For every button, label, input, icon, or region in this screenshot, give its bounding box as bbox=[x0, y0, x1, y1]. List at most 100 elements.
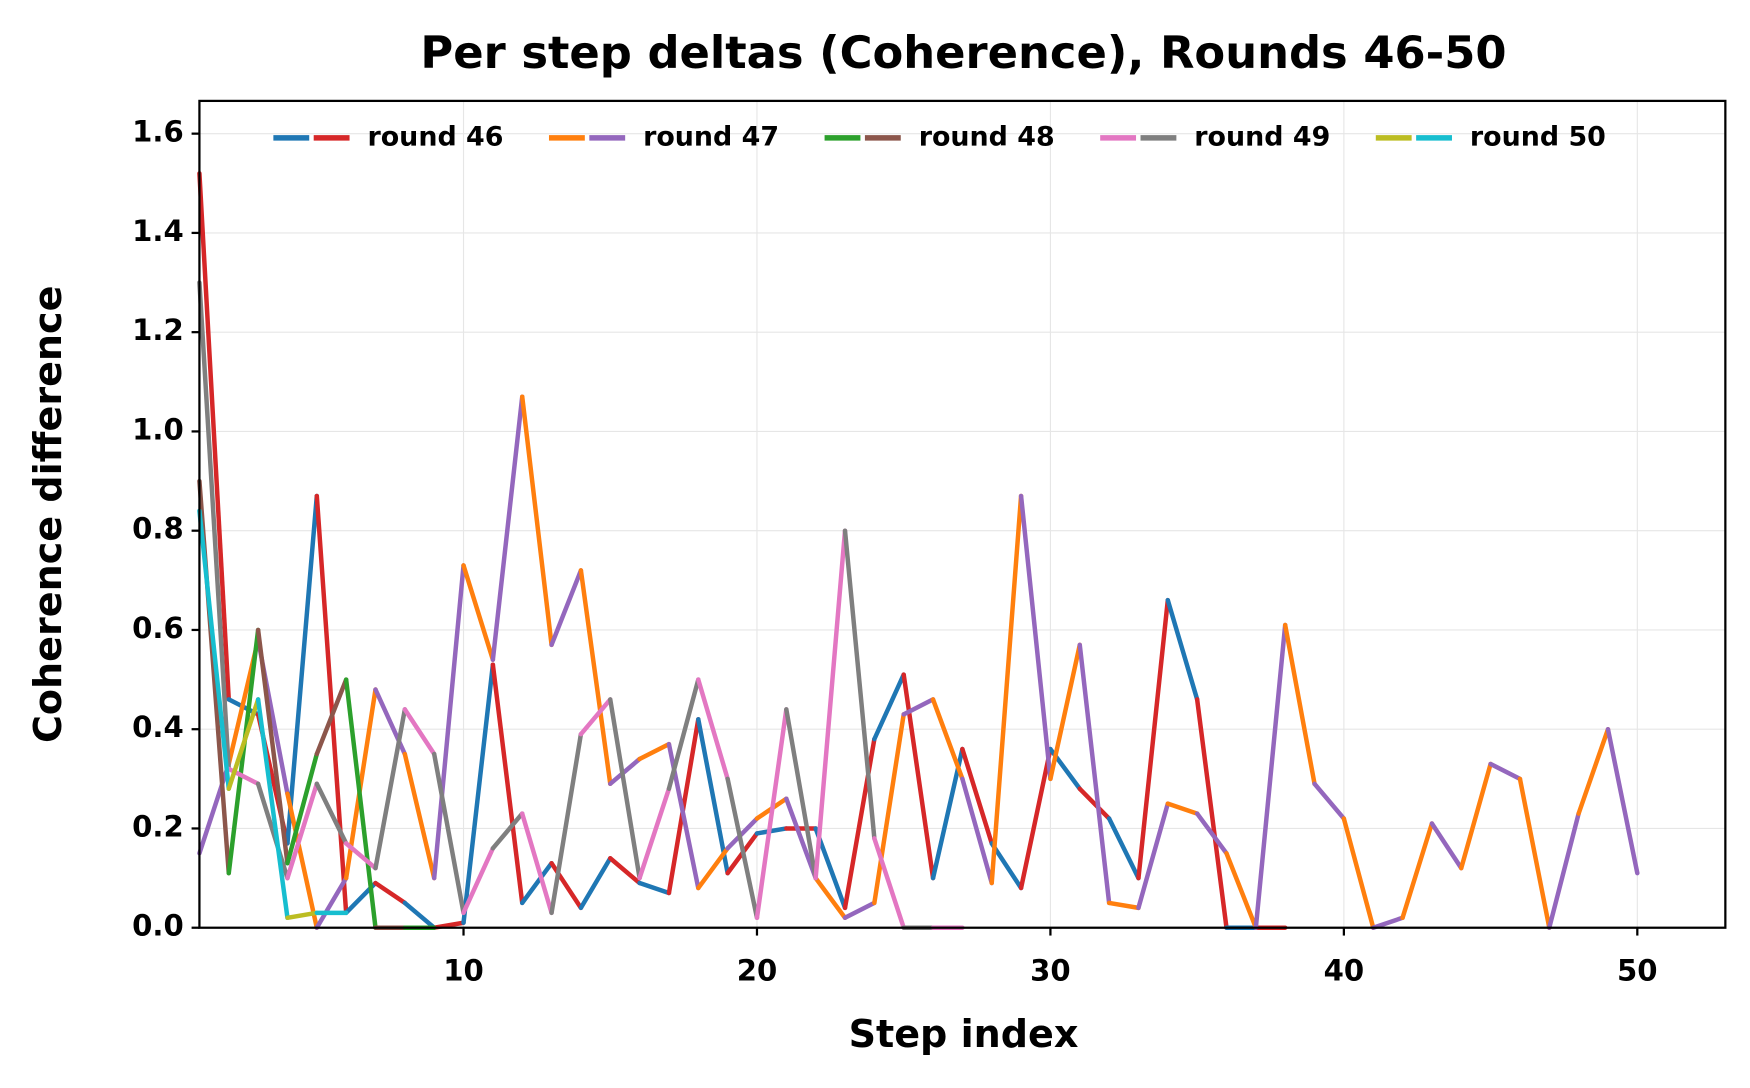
line-segment bbox=[314, 493, 349, 916]
line-segment bbox=[431, 751, 466, 916]
line-segment bbox=[1429, 821, 1464, 871]
line-segment bbox=[1194, 811, 1229, 856]
y-tick-label: 1.2 bbox=[132, 313, 184, 347]
line-segment bbox=[1370, 915, 1405, 930]
legend-label: round 49 bbox=[1194, 121, 1330, 152]
line-segment bbox=[872, 836, 906, 930]
y-tick-label: 0.0 bbox=[132, 909, 184, 943]
line-segment bbox=[461, 563, 496, 662]
line-segment bbox=[285, 791, 320, 930]
line-segment bbox=[872, 712, 906, 906]
line-segment bbox=[578, 856, 613, 911]
line-segment bbox=[637, 880, 672, 896]
line-segment bbox=[461, 662, 496, 926]
line-segment bbox=[314, 875, 349, 930]
line-segment bbox=[725, 776, 760, 921]
chart-title: Per step deltas (Coherence), Rounds 46-5… bbox=[420, 26, 1506, 79]
line-segment bbox=[1341, 816, 1376, 930]
line-segment bbox=[226, 627, 261, 876]
line-segment bbox=[197, 508, 232, 792]
line-segment bbox=[285, 751, 320, 866]
y-tick-label: 1.6 bbox=[132, 115, 184, 149]
line-segment bbox=[754, 707, 789, 921]
line-segment bbox=[578, 568, 613, 787]
line-segment bbox=[696, 677, 730, 782]
legend-label: round 46 bbox=[367, 121, 503, 152]
line-segment bbox=[784, 796, 818, 881]
line-segment bbox=[842, 736, 877, 911]
line-segment bbox=[373, 707, 408, 871]
line-segment bbox=[1106, 816, 1141, 881]
line-segment bbox=[1136, 597, 1171, 881]
line-segment bbox=[1253, 622, 1288, 930]
line-segment bbox=[490, 811, 525, 851]
line-segment bbox=[1400, 821, 1435, 921]
line-segment bbox=[1547, 811, 1581, 930]
line-segment bbox=[285, 910, 320, 921]
line-segment bbox=[813, 875, 848, 921]
line-segment bbox=[989, 493, 1024, 886]
y-tick-label: 0.8 bbox=[132, 512, 184, 546]
line-segment bbox=[608, 697, 642, 881]
x-tick-label: 30 bbox=[1030, 954, 1071, 988]
line-segment bbox=[490, 394, 525, 662]
line-segment bbox=[842, 900, 877, 921]
y-axis-label: Coherence difference bbox=[26, 286, 70, 744]
line-segment bbox=[930, 697, 965, 782]
line-segment bbox=[197, 280, 232, 772]
line-segment bbox=[1194, 697, 1229, 930]
line-segment bbox=[1605, 726, 1640, 876]
line-segment bbox=[226, 697, 261, 792]
line-segment bbox=[1165, 597, 1200, 702]
y-tick-label: 1.0 bbox=[132, 412, 184, 446]
x-tick-label: 20 bbox=[737, 954, 778, 988]
line-segment bbox=[1018, 493, 1053, 782]
line-segment bbox=[1048, 642, 1083, 782]
line-segment bbox=[343, 841, 378, 871]
line-segment bbox=[960, 746, 994, 846]
line-segment bbox=[754, 826, 789, 836]
line-segment bbox=[1106, 900, 1141, 911]
line-segment bbox=[1576, 726, 1611, 816]
line-segment bbox=[549, 731, 584, 916]
line-segment bbox=[901, 697, 936, 717]
x-tick-label: 50 bbox=[1617, 954, 1658, 988]
line-segment bbox=[725, 816, 760, 851]
line-segment bbox=[696, 717, 730, 876]
line-segment bbox=[1136, 801, 1171, 911]
y-tick-label: 0.6 bbox=[132, 611, 184, 645]
line-segment bbox=[960, 776, 994, 886]
line-segment bbox=[1282, 622, 1317, 787]
line-segment bbox=[1077, 786, 1112, 821]
legend-label: round 47 bbox=[643, 121, 779, 152]
line-segment bbox=[637, 786, 672, 881]
line-segment bbox=[519, 394, 554, 648]
line-segment bbox=[402, 751, 437, 881]
line-segment bbox=[608, 856, 642, 886]
line-segment bbox=[1018, 746, 1053, 891]
x-tick-label: 10 bbox=[443, 954, 484, 988]
line-segment bbox=[285, 781, 320, 881]
line-segment bbox=[461, 846, 496, 916]
line-segment bbox=[1488, 761, 1523, 782]
line-segment bbox=[255, 627, 290, 866]
line-segment bbox=[549, 568, 584, 648]
line-segment bbox=[314, 677, 349, 757]
y-tick-label: 0.4 bbox=[132, 710, 184, 744]
line-segment bbox=[1077, 642, 1112, 906]
y-tick-label: 0.2 bbox=[132, 809, 184, 843]
line-segment bbox=[1312, 781, 1347, 821]
line-segment bbox=[578, 697, 613, 737]
line-segment bbox=[519, 860, 554, 906]
line-segment bbox=[255, 781, 290, 881]
x-tick-label: 40 bbox=[1324, 954, 1365, 988]
line-segment bbox=[373, 880, 408, 906]
line-segment bbox=[842, 528, 877, 841]
line-segment bbox=[901, 672, 936, 881]
line-segment bbox=[784, 707, 818, 881]
line-segment bbox=[255, 697, 290, 921]
line-segment bbox=[637, 741, 672, 762]
line-segment bbox=[1459, 761, 1493, 871]
plot-frame bbox=[198, 99, 1727, 929]
